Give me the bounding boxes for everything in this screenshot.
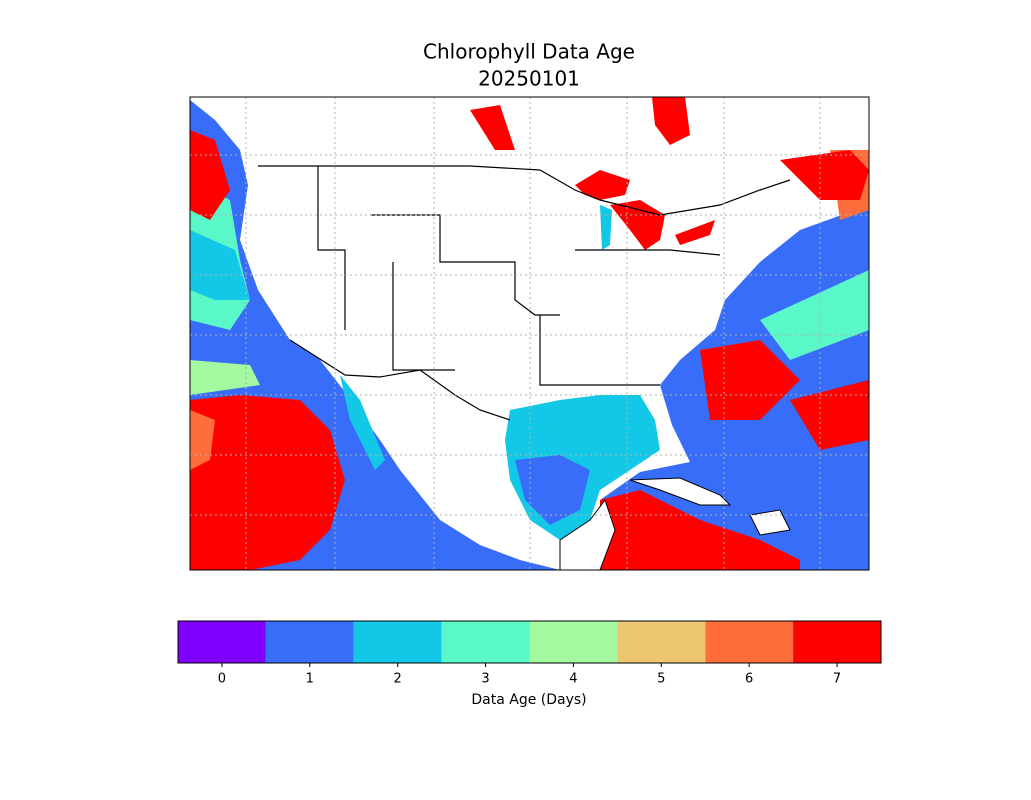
ocean-patch	[190, 230, 250, 300]
cuba	[629, 477, 732, 506]
colorbar-swatch	[441, 621, 530, 663]
map-title: Chlorophyll Data Age	[423, 40, 635, 64]
great-lakes	[600, 205, 612, 250]
ocean-patch	[190, 130, 230, 220]
colorbar-swatch	[353, 621, 442, 663]
colorbar-tick-label: 2	[394, 672, 402, 687]
state-border	[539, 315, 660, 386]
great-lakes	[575, 170, 630, 200]
state-border	[317, 166, 346, 330]
us-canada-border	[258, 165, 791, 216]
ocean-patch	[190, 395, 345, 570]
colorbar: 0 1 2 3 4 5 6 7	[178, 621, 881, 687]
colorbar-swatch	[705, 621, 794, 663]
colorbar-tick-label: 5	[657, 672, 665, 687]
yucatan	[559, 498, 616, 570]
ocean-patch	[760, 270, 869, 360]
colorbar-label: Data Age (Days)	[471, 692, 586, 708]
ocean-patch	[340, 375, 385, 470]
great-lakes	[675, 220, 715, 245]
colorbar-swatch	[793, 621, 881, 663]
map-subtitle: 20250101	[478, 67, 580, 91]
colorbar-frame	[177, 620, 882, 664]
state-border	[392, 262, 455, 371]
colorbar-tick-label: 4	[569, 672, 577, 687]
state-border	[575, 249, 721, 256]
ocean-patch	[790, 380, 869, 450]
colorbar-swatch	[178, 621, 266, 663]
map	[190, 97, 869, 570]
colorbar-tick-label: 1	[306, 672, 314, 687]
colorbar-swatch	[617, 621, 706, 663]
lake	[470, 105, 515, 150]
grid	[190, 97, 869, 570]
colorbar-tick-label: 3	[481, 672, 489, 687]
ocean-patch	[700, 340, 800, 420]
ocean-patch	[515, 455, 590, 525]
map-frame	[189, 96, 870, 571]
colorbar-tick-label: 6	[745, 672, 753, 687]
hispaniola	[749, 509, 791, 536]
colorbar-tick-label: 0	[218, 672, 226, 687]
hudson-bay	[652, 97, 690, 145]
colorbar-swatch	[265, 621, 354, 663]
caribbean-patch	[600, 490, 800, 570]
colorbar-tick-label: 7	[833, 672, 841, 687]
ocean-patch	[190, 360, 260, 395]
colorbar-swatch	[529, 621, 618, 663]
ocean-patch	[780, 150, 869, 200]
